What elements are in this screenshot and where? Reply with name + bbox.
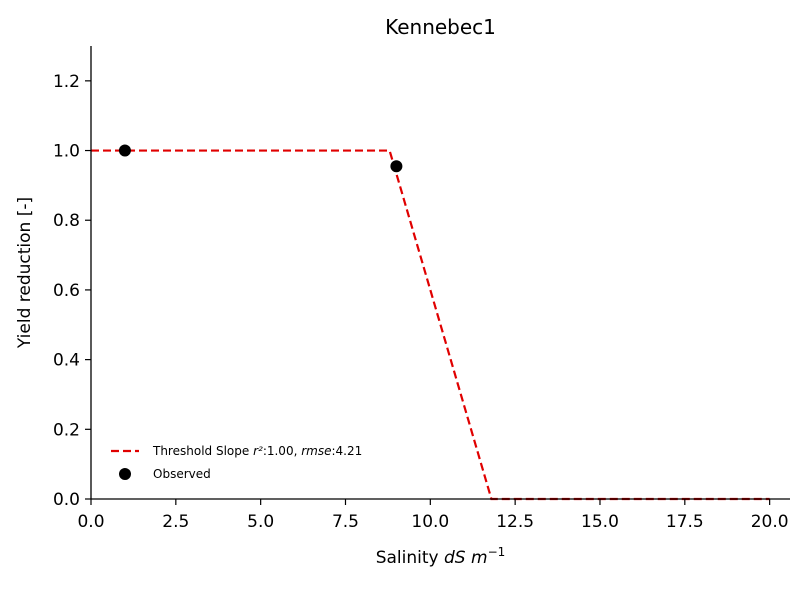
x-axis-label: Salinity dS m−1 bbox=[376, 545, 506, 568]
x-tick-label: 20.0 bbox=[751, 512, 789, 532]
y-tick-label: 0.0 bbox=[53, 490, 80, 510]
x-tick-label: 15.0 bbox=[581, 512, 619, 532]
legend: Threshold Slope r²:1.00, rmse:4.21 Observ… bbox=[111, 444, 362, 481]
legend-label: Observed bbox=[153, 467, 211, 481]
x-tick-label: 5.0 bbox=[247, 512, 274, 532]
y-tick-label: 0.4 bbox=[53, 351, 80, 371]
x-tick-label: 12.5 bbox=[496, 512, 534, 532]
legend-label: Threshold Slope r²:1.00, rmse:4.21 bbox=[152, 444, 362, 458]
axes bbox=[85, 46, 790, 505]
chart-title: Kennebec1 bbox=[385, 15, 496, 39]
x-tick-label: 0.0 bbox=[77, 512, 104, 532]
plot-area bbox=[91, 144, 770, 501]
chart-text: 0.0 2.5 5.0 7.5 10.0 12.5 15.0 17.5 20.0 0.0 0.2 0.… bbox=[15, 15, 789, 568]
y-axis-label: Yield reduction [-] bbox=[15, 197, 35, 349]
x-tick-label: 2.5 bbox=[162, 512, 189, 532]
y-tick-label: 1.2 bbox=[53, 72, 80, 92]
series-line-threshold-slope bbox=[91, 149, 770, 501]
y-tick-label: 1.0 bbox=[53, 142, 80, 162]
legend-marker-swatch bbox=[119, 468, 131, 480]
data-point-observed bbox=[118, 144, 131, 157]
y-tick-label: 0.6 bbox=[53, 281, 80, 301]
y-tick-label: 0.2 bbox=[53, 420, 80, 440]
x-tick-label: 10.0 bbox=[411, 512, 449, 532]
y-tick-label: 0.8 bbox=[53, 211, 80, 231]
x-tick-label: 17.5 bbox=[666, 512, 704, 532]
data-point-observed bbox=[390, 160, 403, 173]
x-tick-label: 7.5 bbox=[332, 512, 359, 532]
